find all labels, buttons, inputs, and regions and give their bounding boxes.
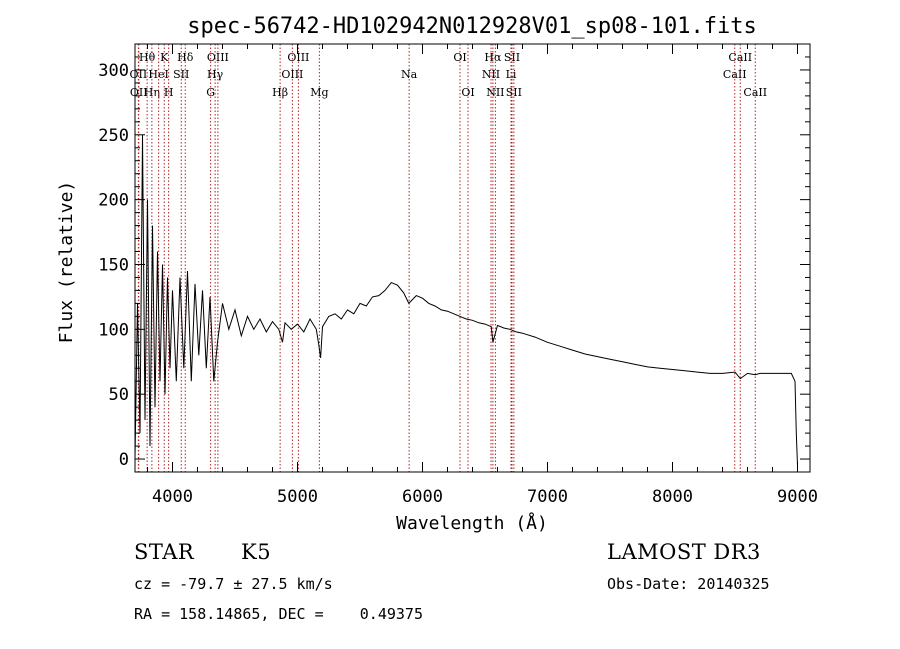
plot-frame [134, 43, 811, 473]
line-marker-label: Hγ [207, 68, 224, 81]
line-marker-label: CaII [743, 86, 767, 99]
object-subclass: K5 [241, 540, 272, 564]
chart-title: spec-56742-HD102942N012928V01_sp08-101.f… [187, 14, 757, 39]
line-marker-label: K [160, 51, 169, 64]
y-axis: 0 50 100 150 200 250 300 [98, 56, 810, 470]
line-marker-label: OII [130, 86, 148, 99]
x-axis-label: Wavelength (Å) [396, 512, 548, 534]
line-marker-label: Hθ [139, 51, 156, 64]
line-marker-label: HeI [148, 68, 168, 81]
line-marker-label: OIII [287, 51, 309, 64]
line-marker-label: OI [461, 86, 474, 99]
line-marker-label: OII [130, 68, 148, 81]
line-marker-label: SII [504, 51, 520, 64]
y-tick-label: 200 [98, 191, 129, 211]
flux-series-line [134, 134, 798, 466]
line-marker-label: Hη [144, 86, 160, 99]
line-marker-label: OIII [281, 68, 303, 81]
line-marker-label: Hδ [177, 51, 194, 64]
y-tick-label: 0 [119, 450, 129, 470]
line-marker-label: CaII [728, 51, 752, 64]
line-marker-label: SII [506, 86, 522, 99]
coordinates: RA = 158.14865, DEC = 0.49375 [134, 605, 423, 623]
line-marker-label: Hα [484, 51, 502, 64]
y-tick-label: 100 [98, 320, 129, 340]
redshift-readout: cz = -79.7 ± 27.5 km/s [134, 575, 333, 593]
x-tick-label: 8000 [652, 487, 693, 507]
line-marker-label: H [164, 86, 174, 99]
x-tick-label: 4000 [152, 487, 193, 507]
line-marker-label: G [206, 86, 215, 99]
line-marker-label: CaII [723, 68, 747, 81]
x-tick-label: 5000 [277, 487, 318, 507]
y-tick-label: 150 [98, 255, 129, 275]
y-axis-label: Flux (relative) [56, 181, 77, 344]
line-marker-label: Mg [310, 86, 328, 99]
x-tick-label: 7000 [527, 487, 568, 507]
line-marker-label: NII [486, 86, 504, 99]
line-marker-label: OIII [207, 51, 229, 64]
y-tick-label: 50 [109, 385, 129, 405]
line-marker-label: Li [506, 68, 517, 81]
y-tick-label: 300 [98, 61, 129, 81]
survey-name: LAMOST DR3 [607, 540, 761, 564]
line-marker-label: OI [453, 51, 466, 64]
line-marker-label: SII [173, 68, 189, 81]
obs-date: Obs-Date: 20140325 [607, 575, 770, 593]
x-tick-label: 9000 [777, 487, 818, 507]
x-axis: 4000 5000 6000 7000 8000 9000 [147, 44, 818, 507]
line-marker-label: Hβ [272, 86, 288, 99]
y-tick-label: 250 [98, 126, 129, 146]
line-marker-label: Na [401, 68, 418, 81]
line-marker-label: NII [482, 68, 500, 81]
x-tick-label: 6000 [402, 487, 443, 507]
object-class: STAR [134, 540, 195, 564]
